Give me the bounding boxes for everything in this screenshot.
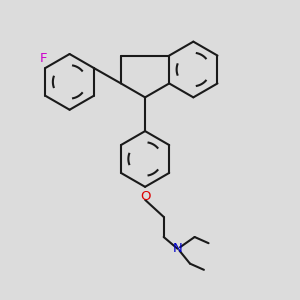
Text: O: O [140, 190, 150, 202]
Text: N: N [173, 242, 182, 255]
Text: F: F [40, 52, 48, 65]
